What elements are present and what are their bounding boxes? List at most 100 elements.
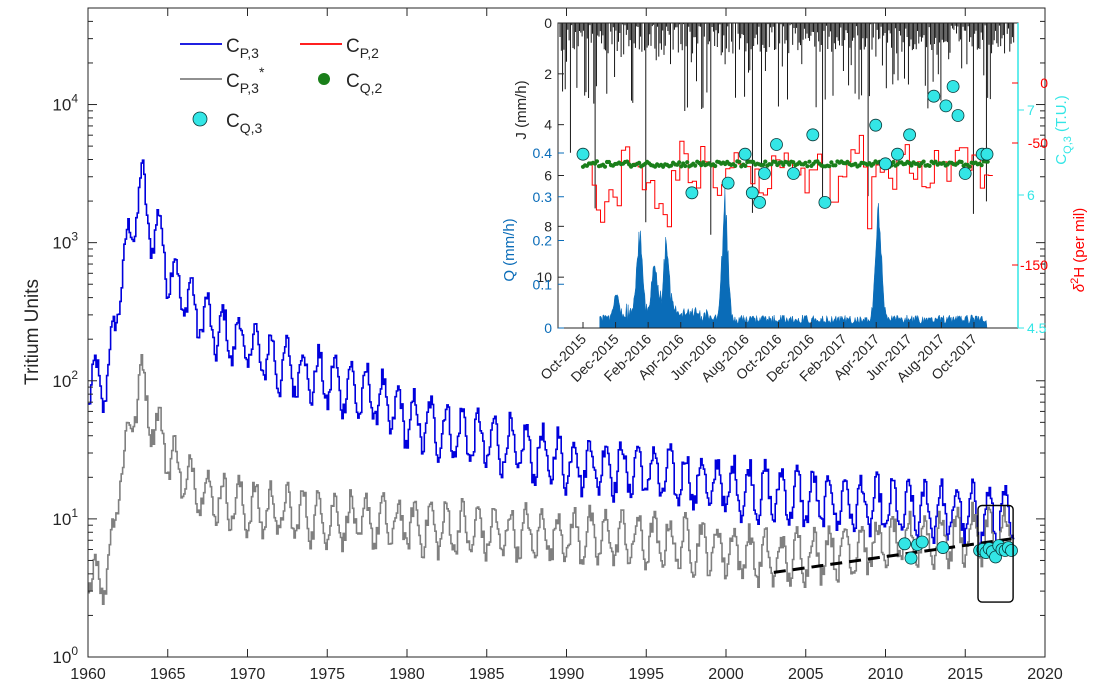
inset-cq2-point (606, 159, 612, 165)
y-tick-exp: 3 (71, 230, 78, 244)
y-tick-base: 10 (52, 648, 71, 667)
inset-cq3-point (685, 186, 699, 200)
inset-cq2-point (773, 159, 778, 164)
y-tick-exp: 4 (71, 92, 78, 106)
x-tick-label: 2000 (708, 666, 744, 683)
cq3-tick-label: 6 (1027, 187, 1035, 203)
legend-base: C (226, 71, 240, 92)
q-tick-label: 0 (544, 320, 552, 336)
inset-cq2-point (594, 159, 600, 164)
inset-cq3-point (980, 147, 994, 161)
inset-cq3-point (958, 167, 972, 180)
x-tick-label: 1975 (309, 666, 345, 683)
main-chart: 1960 1965 1970 1975 1980 1985 1990 1995 2000 2005… (22, 7, 1063, 683)
inset-series-group (559, 23, 1015, 328)
legend-base: C (226, 111, 240, 132)
inset-cq2-point (829, 160, 834, 165)
cq3-point (936, 541, 950, 554)
inset-cq3-point (903, 128, 916, 142)
y-tick-label: 103 (52, 230, 78, 253)
inset-cq3-point (721, 176, 735, 190)
j-axis-label: J (mm/h) (513, 80, 530, 139)
inset-cq2-point (927, 163, 932, 168)
series-line-1 (88, 354, 1015, 605)
inset-cq2-point (743, 163, 748, 168)
inset-cq2-point (781, 162, 786, 167)
legend-label-cp3s: CP,3* (226, 64, 265, 96)
inset-cq2-point (787, 162, 792, 167)
inset-cq3-point (869, 118, 883, 132)
q-tick-label: 0.4 (533, 145, 553, 161)
inset-cq2-point (637, 160, 642, 165)
legend-sub: P,3 (240, 45, 259, 61)
x-tick-label: 1960 (70, 666, 106, 683)
x-tick-label: 1985 (469, 666, 505, 683)
y-tick-exp: 1 (71, 506, 78, 520)
inset-cq3-point (745, 186, 759, 200)
legend-label-cp2: CP,2 (346, 36, 379, 61)
inset-cq2-point (685, 160, 690, 165)
cq3-tick-label: 4.5 (1027, 320, 1047, 336)
j-tick-label: 8 (544, 218, 552, 234)
inset-q-area (599, 188, 988, 328)
legend-swatch-cq3 (192, 111, 208, 127)
inset-cq2-point (733, 163, 738, 168)
inset-cq3-point (758, 167, 771, 180)
inset-cq2-point (967, 164, 972, 169)
inset-cq2-point (669, 163, 674, 168)
legend-label-cp3: CP,3 (226, 36, 259, 61)
inset-cq3-point (939, 99, 953, 113)
d2h-tick-label: 0 (1040, 75, 1048, 91)
y-tick-label: 100 (52, 644, 78, 667)
cq3-point (898, 537, 912, 551)
y-tick-base: 10 (52, 96, 71, 115)
x-tick-label: 1995 (628, 666, 664, 683)
y-tick-base: 10 (52, 510, 71, 529)
inset-cq3-point (891, 147, 904, 161)
d2h-axis-label: δ2H (per mil) (1069, 208, 1088, 292)
legend-base: C (346, 71, 360, 92)
y-tick-base: 10 (52, 234, 71, 253)
inset-cq3-point (806, 128, 820, 142)
legend-base: C (346, 36, 360, 57)
inset-cq3-point (576, 147, 590, 161)
legend-sub: P,3 (240, 80, 259, 96)
inset-cq2-point (833, 163, 838, 168)
inset-cq2-point (763, 159, 768, 164)
inset-cq2-point (677, 160, 682, 165)
inset-cq3-point (927, 89, 941, 103)
cq3-point (1005, 544, 1018, 557)
inset-cq2-point (827, 164, 832, 169)
inset-cq2-point (693, 163, 698, 168)
q-axis-label: Q (mm/h) (501, 218, 518, 281)
cq3-point (915, 535, 929, 549)
legend-sup: * (259, 64, 265, 80)
inset-cq2-point (909, 163, 914, 168)
j-tick-label: 4 (544, 117, 552, 133)
y-tick-exp: 2 (71, 368, 78, 382)
main-y-axis-label: Tritium Units (22, 279, 43, 385)
trend-line (773, 537, 1014, 574)
main-x-axis: 1960 1965 1970 1975 1980 1985 1990 1995 2000 2005… (70, 8, 1063, 683)
inset-cq3-point (879, 157, 892, 171)
legend-base: C (226, 36, 240, 57)
legend-swatch-cq2 (318, 73, 330, 85)
inset-cq2-point (683, 163, 688, 169)
inset-cq2-point (791, 160, 796, 165)
q-tick-label: 0.2 (533, 233, 553, 249)
legend-sub: Q,2 (360, 80, 383, 96)
cq3-axis-label: CQ,3 (T.U.) (1053, 95, 1074, 164)
y-tick-label: 104 (52, 92, 78, 115)
j-tick-label: 0 (544, 15, 552, 31)
inset-cq2-point (713, 163, 718, 169)
x-tick-label: 2020 (1027, 666, 1063, 683)
inset-cq3-point (738, 147, 752, 161)
legend-label-cq3: CQ,3 (226, 111, 263, 136)
inset-cq2-point (737, 159, 742, 164)
cq3-point (904, 551, 918, 565)
main-series-group (88, 159, 1018, 605)
legend-sub: P,2 (360, 45, 379, 61)
cq3-tick-label: 7 (1027, 102, 1035, 118)
